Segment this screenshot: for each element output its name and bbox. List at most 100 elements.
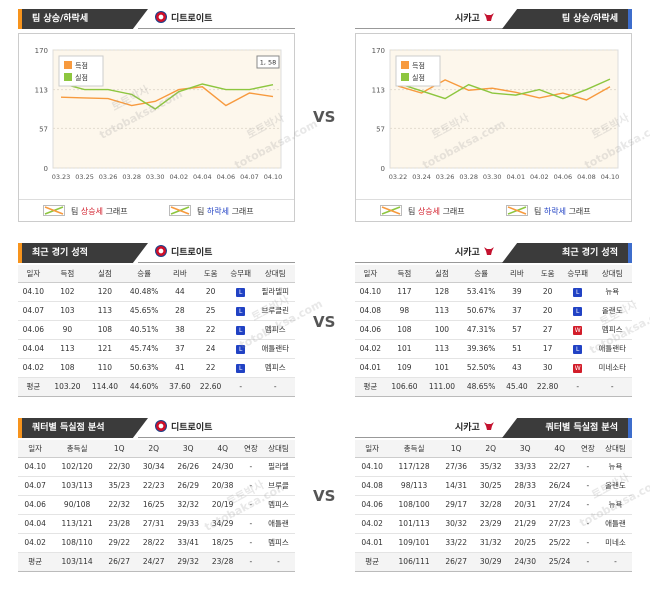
table-cell: - [239,476,262,496]
loss-badge-icon: L [573,287,583,297]
table-cell: 50.63% [123,358,165,378]
x-tick-label: 03.30 [146,173,165,181]
column-header: 일자 [18,265,49,283]
header-accent [628,243,632,263]
table-cell: 57 [501,320,533,340]
x-tick-label: 04.06 [554,173,573,181]
recent-table-home: 일자 득점 실점 승률 리바 도움 승무패 상대팀 04.10 102 120 40.48% 44 20 L… [18,265,295,397]
vs-label: VS [313,487,336,505]
column-header: 연장 [576,440,599,458]
table-cell: 04.06 [355,495,390,515]
team-name-away: 시카고 [455,9,499,29]
table-cell: 올랜도 [598,476,632,496]
table-cell: 114.40 [86,377,124,397]
pistons-logo-icon [155,245,167,257]
table-cell: - [562,377,593,397]
table-cell: 120 [86,282,124,302]
table-cell: 평균 [18,377,49,397]
graph-legend-away: 팀 상승세 그래프 팀 하락세 그래프 [356,199,631,221]
table-cell: 39 [501,282,533,302]
table-cell: 22/32 [101,495,137,515]
table-cell: 35/23 [101,476,137,496]
table-cell: - [239,552,262,572]
table-cell: - [225,377,256,397]
table-row: 04.04 113 121 45.74% 37 24 L 애틀랜타 [18,339,295,359]
table-cell: L [562,301,593,321]
table-cell: 41 [164,358,196,378]
x-tick-label: 04.01 [506,173,525,181]
table-row: 04.10 117/128 27/36 35/32 33/33 22/27- 뉴욕 [355,457,632,477]
table-cell: - [576,476,599,496]
x-tick-label: 03.30 [483,173,502,181]
column-header: 상대팀 [592,265,632,283]
table-cell: 30 [532,358,563,378]
table-cell: 멤피스 [255,320,295,340]
table-cell: 24/30 [507,552,543,572]
table-cell: 90 [48,320,87,340]
table-cell: - [239,514,262,534]
table-cell: 26/27 [101,552,137,572]
table-cell: 22/27 [542,457,577,477]
table-cell: 04.04 [18,339,49,359]
legend-down: 팀 하락세 그래프 [169,205,254,217]
table-cell: 103.20 [48,377,87,397]
team-name-home: 디트로이트 [155,418,212,438]
column-header: 2Q [473,440,508,458]
table-cell: 30/29 [473,552,508,572]
table-cell: - [239,533,262,553]
table-row: 04.02 101 113 39.36% 51 17 L 애틀랜타 [355,339,632,359]
table-row: 04.08 98/113 14/31 30/25 28/33 26/24- 올랜도 [355,476,632,496]
table-row: 04.08 98 113 50.67% 37 20 L 올랜도 [355,301,632,321]
table-cell: 24 [195,339,226,359]
table-cell: 48.65% [460,377,502,397]
table-cell: - [576,533,599,553]
loss-badge-icon: L [236,306,246,316]
header-rule [138,262,295,263]
table-cell: 100 [423,320,461,340]
value-tooltip [256,55,280,69]
table-cell: 109/101 [389,533,439,553]
x-tick-label: 04.07 [240,173,259,181]
bulls-logo-icon [483,422,494,430]
column-header: 일자 [355,440,390,458]
table-cell: 37 [164,339,196,359]
table-cell: 40.48% [123,282,165,302]
table-cell: 30/34 [136,457,171,477]
table-cell: 30/25 [473,476,508,496]
x-tick-label: 04.08 [577,173,596,181]
column-header: 일자 [18,440,53,458]
legend-up: 팀 상승세 그래프 [380,205,465,217]
table-cell: 108/110 [52,533,102,553]
table-cell: 32/32 [170,495,206,515]
table-cell: 117 [385,282,424,302]
table-cell: 27/36 [438,457,474,477]
table-cell: 117/128 [389,457,439,477]
table-cell: 27 [532,320,563,340]
graph-legend-home: 팀 상승세 그래프 팀 하락세 그래프 [19,199,294,221]
table-cell: - [598,552,632,572]
series-line-allowed [397,78,611,100]
table-cell: 52.50% [460,358,502,378]
table-cell: - [576,457,599,477]
header-rule [355,437,505,438]
legend-swatch [401,61,409,69]
x-tick-label: 04.02 [169,173,188,181]
table-row: 04.10 117 128 53.41% 39 20 L 뉴욕 [355,282,632,302]
average-row: 평균 103/114 26/27 24/27 29/32 23/28- - [18,552,295,572]
table-cell: 18/25 [205,533,240,553]
table-cell: 22.80 [532,377,563,397]
table-cell: 53.41% [460,282,502,302]
column-header: 도움 [532,265,563,283]
table-cell: 04.07 [18,301,49,321]
table-cell: - [576,495,599,515]
table-cell: 50.67% [460,301,502,321]
vs-label: VS [313,313,336,331]
table-cell: 뉴욕 [592,282,632,302]
table-cell: 04.08 [355,301,386,321]
column-header: 승무패 [225,265,256,283]
table-cell: 04.06 [355,320,386,340]
table-cell: 106.60 [385,377,424,397]
table-cell: 113 [423,301,461,321]
